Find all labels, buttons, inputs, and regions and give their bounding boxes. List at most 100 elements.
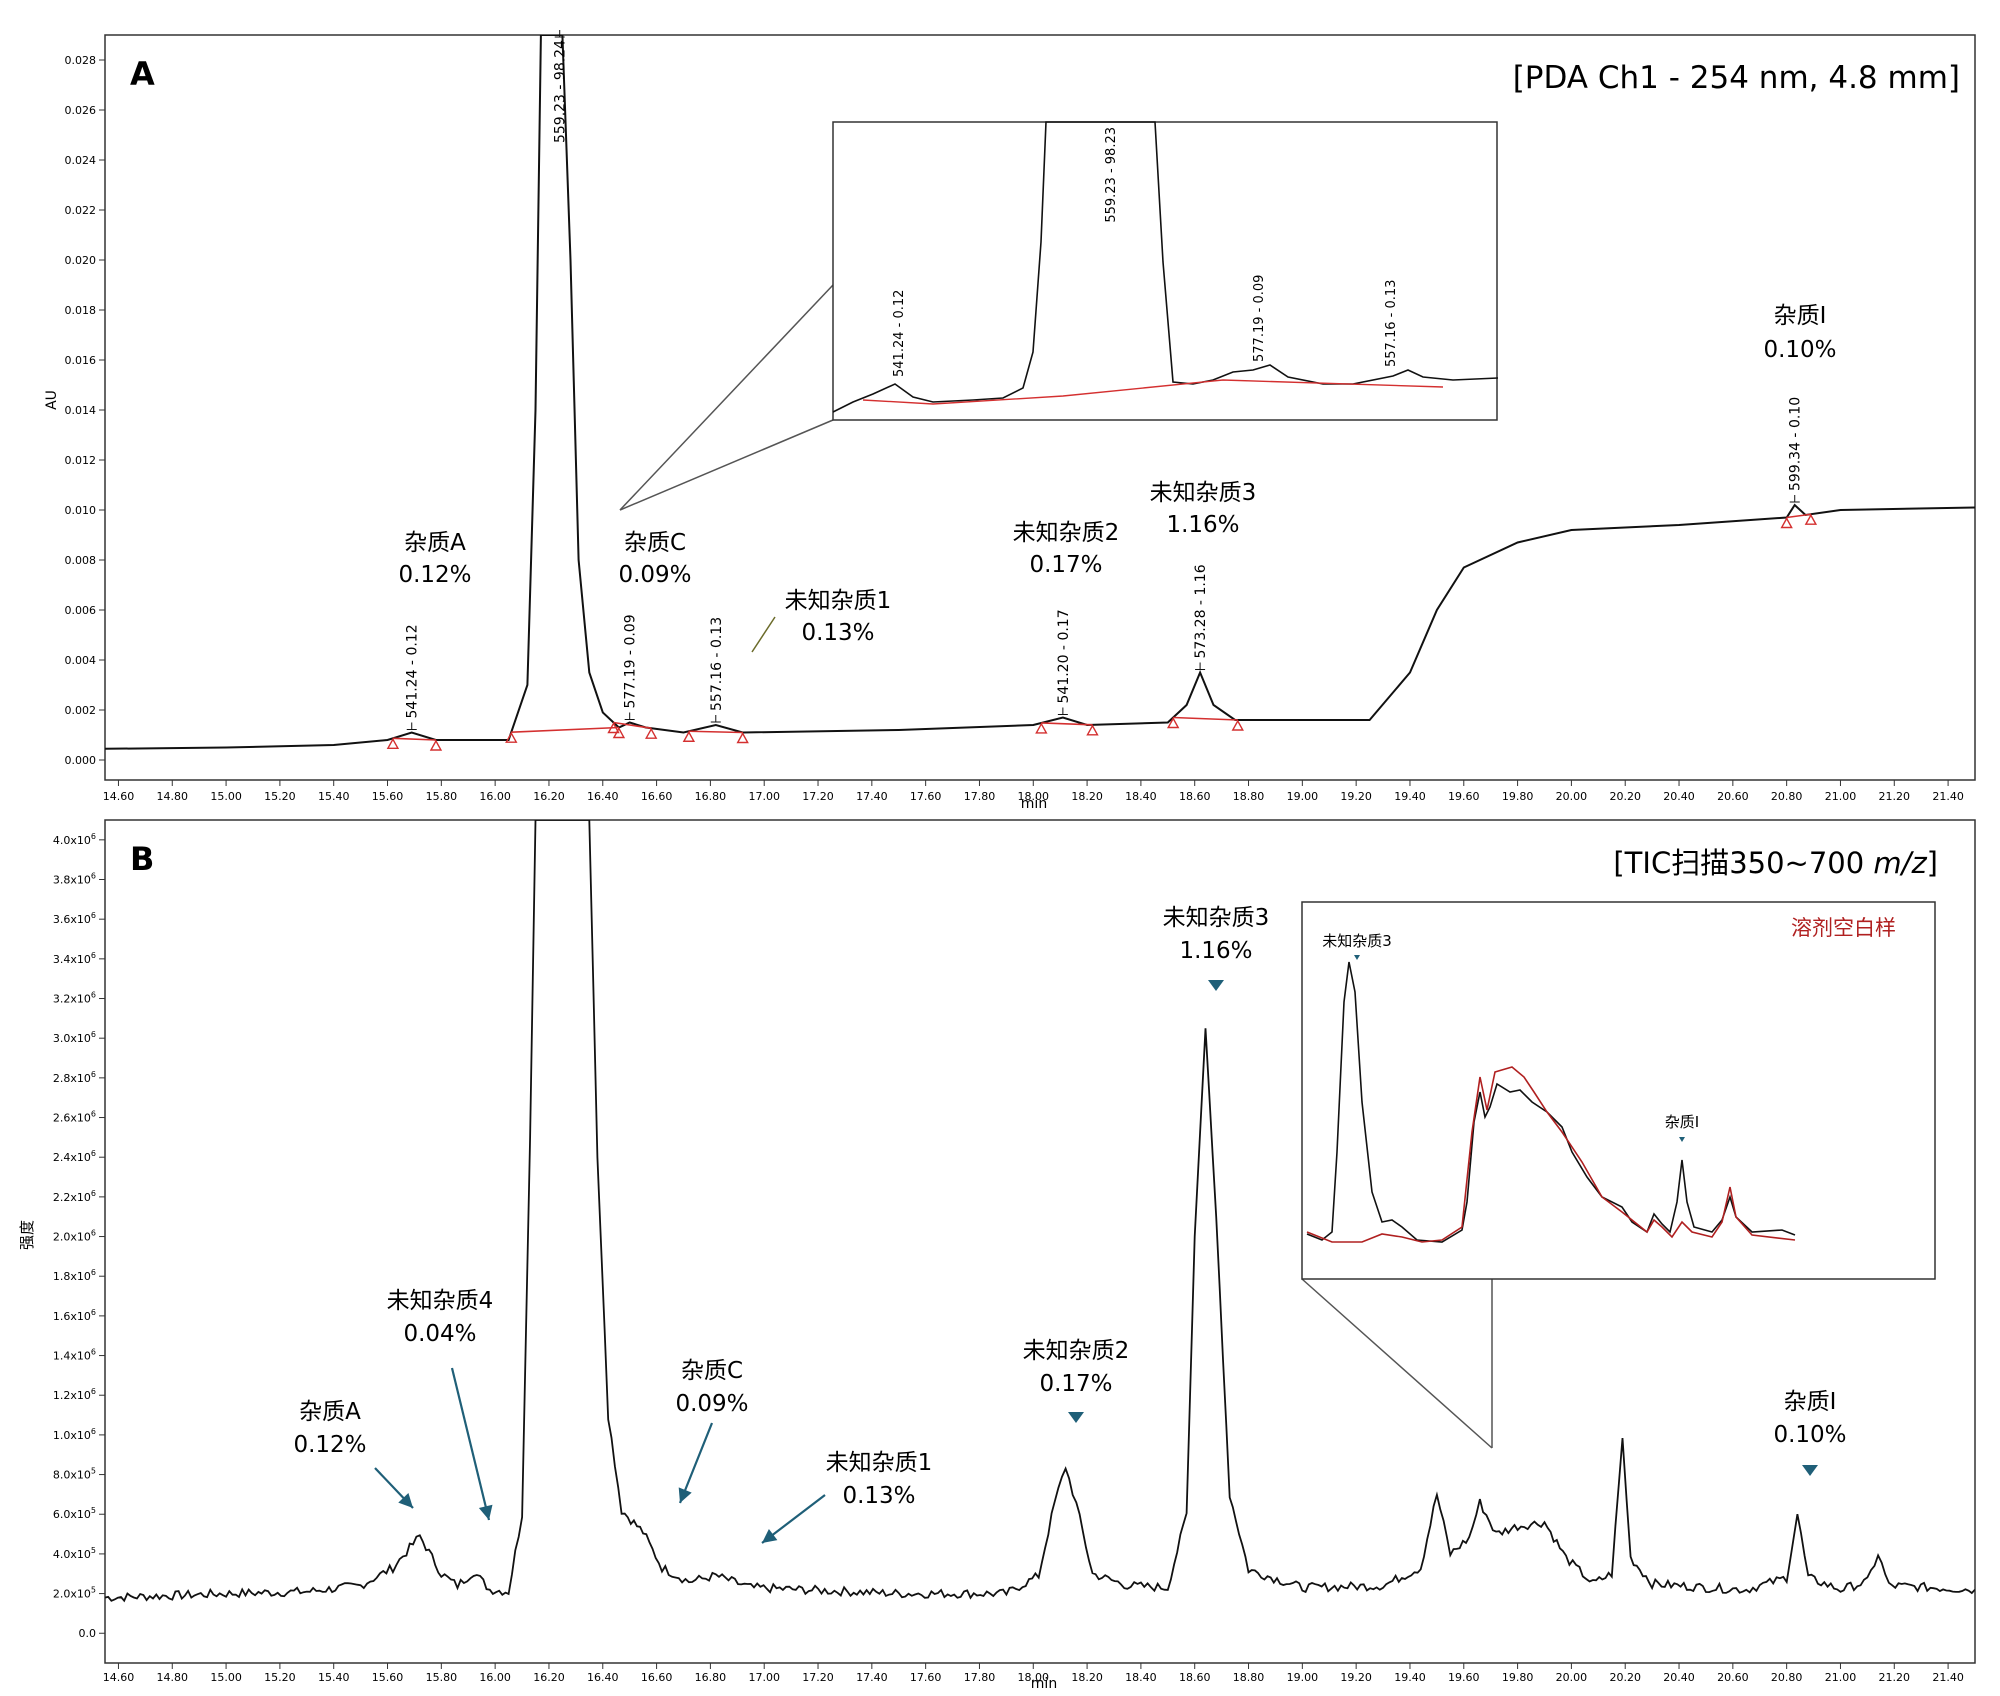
x-tick-label: 20.20 <box>1609 790 1641 803</box>
peak-label: 577.19 - 0.09 <box>623 614 639 708</box>
annotation-percent: 0.10% <box>1763 337 1836 363</box>
annotation-name: 未知杂质1 <box>785 588 892 614</box>
baseline-segment <box>511 726 619 733</box>
x-tick-label: 21.40 <box>1932 790 1964 803</box>
y-tick-label: 1.2x106 <box>53 1387 96 1402</box>
annotation-percent: 0.09% <box>675 1391 748 1417</box>
panel-b-y-ticks: 0.0 2.0x105 4.0x105 6.0x105 8.0x105 1.0x106 1.… <box>53 832 105 1640</box>
panel-b-xlabel: min <box>1031 1676 1057 1692</box>
baseline-segment <box>613 721 652 730</box>
x-tick-label: 14.80 <box>157 1671 189 1684</box>
y-tick-label: 4.0x105 <box>53 1546 96 1561</box>
panel-b-x-ticks: 14.60 14.80 15.00 15.20 15.40 15.60 15.80 16.00… <box>103 1663 1964 1684</box>
panel-a-title: [PDA Ch1 - 254 nm, 4.8 mm] <box>1513 60 1960 96</box>
x-tick-label: 18.40 <box>1125 790 1157 803</box>
x-tick-label: 16.00 <box>479 790 511 803</box>
x-tick-label: 15.80 <box>426 790 458 803</box>
x-tick-label: 15.80 <box>426 1671 458 1684</box>
baseline-marker <box>386 737 400 750</box>
annotation-arrowhead <box>762 1528 778 1543</box>
x-tick-label: 19.80 <box>1502 790 1534 803</box>
panel-a-inset-frame <box>832 121 1498 421</box>
x-tick-label: 18.20 <box>1071 1671 1103 1684</box>
baseline-segment <box>1173 716 1238 721</box>
x-tick-label: 17.80 <box>964 1671 996 1684</box>
panel-b-inset-legend: 溶剂空白样 <box>1791 916 1896 940</box>
baseline-segment <box>688 730 743 734</box>
y-tick-label: 0.008 <box>65 554 97 567</box>
y-tick-label: 0.016 <box>65 354 97 367</box>
x-tick-label: 18.80 <box>1233 790 1265 803</box>
annotation-percent: 1.16% <box>1166 512 1239 538</box>
panel-b-trace <box>105 820 1975 1603</box>
annotation-percent: 0.13% <box>801 620 874 646</box>
annotation-percent: 0.12% <box>398 562 471 588</box>
baseline-marker <box>1086 724 1099 736</box>
y-tick-label: 0.018 <box>65 304 97 317</box>
panel-a-peak-marks: 541.24 - 0.12 559.23 - 98.24 577.19 - 0.09… <box>386 30 1818 751</box>
panel-a-x-ticks: 14.60 14.80 15.00 15.20 15.40 15.60 15.80 16.00… <box>103 780 1964 803</box>
x-tick-label: 14.80 <box>157 790 189 803</box>
baseline-marker <box>505 731 518 743</box>
peak-marker-triangle <box>1802 1465 1818 1476</box>
peak-label: 559.23 - 98.24 <box>553 40 569 143</box>
annotation-name: 杂质I <box>1774 303 1827 329</box>
annotation-percent: 1.16% <box>1179 938 1252 964</box>
x-tick-label: 20.00 <box>1556 790 1588 803</box>
peak-label: 541.24 - 0.12 <box>405 624 421 718</box>
y-tick-label: 0.004 <box>65 654 97 667</box>
panel-a-series-line <box>105 35 1975 750</box>
y-tick-label: 8.0x105 <box>53 1467 96 1482</box>
x-tick-label: 20.80 <box>1771 790 1803 803</box>
peak-label: 573.28 - 1.16 <box>1193 564 1209 658</box>
y-tick-label: 2.2x106 <box>53 1189 96 1204</box>
annotation-percent: 0.09% <box>618 562 691 588</box>
annotation-arrow <box>450 1367 491 1521</box>
panel-b-letter: B <box>130 840 154 878</box>
y-tick-label: 0.012 <box>65 454 97 467</box>
annotation-name: 杂质C <box>681 1358 743 1384</box>
x-tick-label: 18.60 <box>1179 790 1211 803</box>
y-tick-label: 2.8x106 <box>53 1070 96 1085</box>
baseline-marker <box>1804 513 1818 525</box>
annotation-name: 杂质C <box>624 530 686 556</box>
x-tick-label: 21.20 <box>1879 790 1911 803</box>
panel-b-annotations: 杂质A 0.12% 未知杂质4 0.04% 杂质C 0.09% 未知杂质1 0.13% 未知杂质… <box>293 905 1847 1544</box>
x-tick-label: 16.40 <box>587 790 619 803</box>
x-tick-label: 18.20 <box>1071 790 1103 803</box>
x-tick-label: 16.00 <box>479 1671 511 1684</box>
x-tick-label: 15.60 <box>372 790 404 803</box>
annotation-name: 杂质I <box>1784 1389 1837 1415</box>
x-tick-label: 18.00 <box>1018 1671 1050 1684</box>
y-tick-label: 0.020 <box>65 254 97 267</box>
x-tick-label: 17.20 <box>802 1671 834 1684</box>
y-tick-label: 4.0x106 <box>53 832 96 847</box>
x-tick-label: 19.60 <box>1448 1671 1480 1684</box>
panel-b-ylabel: 强度 <box>18 1220 36 1250</box>
inset-a-baseline <box>862 379 1444 405</box>
y-tick-label: 2.0x106 <box>53 1229 96 1244</box>
y-tick-label: 2.4x106 <box>53 1149 96 1164</box>
baseline-marker <box>736 732 749 744</box>
x-tick-label: 16.60 <box>641 790 673 803</box>
inset-a-trace <box>832 121 1499 413</box>
annotation-percent: 0.17% <box>1029 552 1102 578</box>
inset-b-trace <box>1306 961 1796 1243</box>
x-tick-label: 17.20 <box>802 790 834 803</box>
inset-b-marker <box>1679 1137 1685 1142</box>
annotation-arrowhead <box>398 1493 413 1508</box>
baseline-segment <box>1786 513 1811 519</box>
annotation-arrowhead <box>678 1487 692 1503</box>
x-tick-label: 21.00 <box>1825 790 1857 803</box>
x-tick-label: 17.60 <box>910 790 942 803</box>
y-tick-label: 0.022 <box>65 204 97 217</box>
x-tick-label: 19.80 <box>1502 1671 1534 1684</box>
panel-a-trace <box>105 35 1975 750</box>
inset-b-label: 杂质I <box>1665 1113 1699 1131</box>
x-tick-label: 17.00 <box>748 1671 780 1684</box>
x-tick-label: 19.40 <box>1394 790 1426 803</box>
y-tick-label: 1.4x106 <box>53 1348 96 1363</box>
x-tick-label: 16.20 <box>533 1671 565 1684</box>
y-tick-label: 6.0x105 <box>53 1506 96 1521</box>
